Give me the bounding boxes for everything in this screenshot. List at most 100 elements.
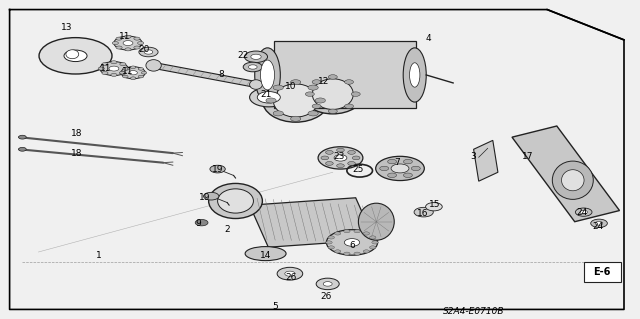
Circle shape: [111, 61, 117, 64]
Circle shape: [210, 165, 225, 173]
Circle shape: [120, 71, 126, 75]
Circle shape: [326, 161, 333, 165]
Circle shape: [334, 155, 347, 161]
Circle shape: [277, 267, 303, 280]
Text: 13: 13: [61, 23, 73, 32]
Circle shape: [111, 73, 117, 77]
Ellipse shape: [358, 203, 394, 240]
Circle shape: [204, 192, 219, 200]
Text: 24: 24: [577, 208, 588, 217]
Circle shape: [138, 75, 143, 78]
Ellipse shape: [262, 79, 329, 122]
Circle shape: [348, 161, 355, 165]
Circle shape: [243, 62, 262, 72]
Text: 24: 24: [593, 222, 604, 231]
Circle shape: [403, 173, 412, 177]
Circle shape: [595, 221, 603, 225]
Circle shape: [352, 156, 360, 160]
Circle shape: [376, 156, 424, 181]
Polygon shape: [547, 10, 624, 40]
Text: 11: 11: [122, 67, 134, 76]
Ellipse shape: [146, 60, 161, 71]
Circle shape: [369, 246, 376, 249]
Circle shape: [591, 219, 607, 227]
Ellipse shape: [255, 48, 280, 102]
Circle shape: [114, 36, 142, 50]
Ellipse shape: [552, 161, 593, 199]
Circle shape: [344, 239, 360, 246]
Circle shape: [326, 241, 332, 244]
Circle shape: [116, 37, 122, 40]
Circle shape: [363, 232, 369, 235]
Circle shape: [248, 65, 257, 69]
Circle shape: [363, 250, 369, 253]
Text: 22: 22: [237, 51, 249, 60]
Circle shape: [129, 70, 138, 75]
Circle shape: [328, 246, 335, 249]
Circle shape: [19, 135, 26, 139]
Text: 17: 17: [522, 152, 534, 161]
Circle shape: [102, 63, 108, 66]
Circle shape: [139, 47, 158, 57]
Text: 9: 9: [196, 219, 201, 228]
Circle shape: [141, 71, 147, 74]
Text: 14: 14: [260, 251, 271, 260]
Ellipse shape: [218, 189, 253, 213]
Ellipse shape: [273, 84, 318, 117]
Circle shape: [372, 241, 378, 244]
Circle shape: [144, 50, 153, 54]
Polygon shape: [512, 126, 620, 222]
Circle shape: [112, 41, 118, 45]
Circle shape: [354, 230, 360, 233]
Ellipse shape: [403, 48, 426, 102]
Circle shape: [335, 250, 341, 253]
Circle shape: [312, 104, 321, 108]
Text: 16: 16: [417, 209, 428, 218]
Circle shape: [335, 232, 341, 235]
Circle shape: [326, 151, 333, 154]
Circle shape: [134, 46, 140, 49]
Circle shape: [64, 50, 87, 62]
Text: 19: 19: [199, 193, 211, 202]
Circle shape: [138, 41, 144, 45]
Circle shape: [391, 164, 409, 173]
Text: 3: 3: [471, 152, 476, 161]
Text: 19: 19: [212, 165, 223, 174]
Circle shape: [337, 164, 344, 168]
Text: 21: 21: [260, 90, 271, 99]
Circle shape: [414, 207, 433, 217]
Circle shape: [125, 35, 131, 38]
Text: 20: 20: [138, 45, 150, 54]
Circle shape: [19, 147, 26, 151]
Text: 18: 18: [71, 130, 83, 138]
Text: 11: 11: [119, 32, 131, 41]
Circle shape: [109, 66, 119, 71]
Circle shape: [426, 203, 442, 211]
Circle shape: [123, 75, 128, 78]
Ellipse shape: [245, 247, 286, 261]
Circle shape: [121, 67, 145, 79]
Circle shape: [380, 166, 388, 171]
Text: 4: 4: [426, 34, 431, 43]
Circle shape: [580, 210, 588, 214]
Circle shape: [244, 51, 268, 63]
Text: 5: 5: [273, 302, 278, 311]
Circle shape: [100, 62, 128, 76]
Polygon shape: [250, 198, 374, 247]
Circle shape: [125, 48, 131, 51]
Text: 18: 18: [71, 149, 83, 158]
Circle shape: [291, 80, 301, 85]
Circle shape: [195, 219, 208, 226]
Text: 15: 15: [429, 200, 441, 209]
Text: S2A4-E0710B: S2A4-E0710B: [443, 307, 504, 315]
Circle shape: [328, 75, 337, 79]
Circle shape: [344, 80, 353, 84]
Circle shape: [134, 37, 140, 40]
Circle shape: [39, 38, 112, 74]
Circle shape: [102, 71, 108, 75]
Circle shape: [266, 98, 276, 103]
Text: E-6: E-6: [593, 267, 611, 277]
Text: 23: 23: [333, 152, 345, 161]
Circle shape: [388, 160, 397, 164]
Circle shape: [273, 111, 284, 116]
